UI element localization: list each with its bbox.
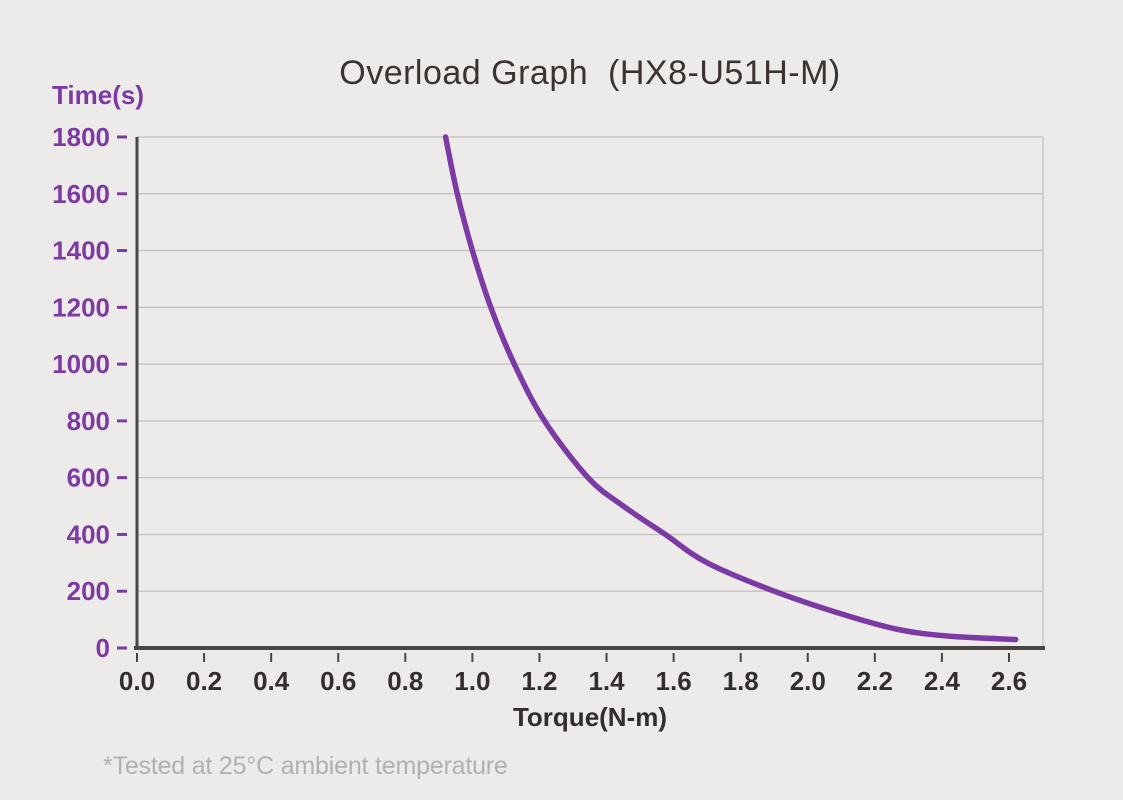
overload-curve [442,134,1019,643]
x-axis-title: Torque(N-m) [512,702,668,732]
y-tick-label: 1400 [52,236,110,266]
x-tick-label: 1.2 [521,666,557,696]
x-tick-label: 0.8 [387,666,423,696]
y-tick-label: 1800 [52,122,110,152]
x-tick-label: 0.2 [186,666,222,696]
y-tick-label: 0 [96,633,110,663]
x-tick-label: 0.4 [253,666,290,696]
x-tick-label: 1.6 [656,666,692,696]
chart-title: Overload Graph (HX8-U51H-M) [339,54,841,92]
y-tick-label: 800 [67,406,110,436]
x-tick-label: 0.0 [119,666,155,696]
y-tick-label: 1000 [52,349,110,379]
y-tick-label: 400 [67,519,110,549]
x-tick-label: 0.6 [320,666,356,696]
x-tick-label: 2.2 [857,666,893,696]
y-tick-label: 1200 [52,292,110,322]
x-tick-label: 1.4 [588,666,625,696]
x-tick-label: 1.0 [454,666,490,696]
x-tick-label: 2.6 [991,666,1027,696]
y-axis-title: Time(s) [52,80,144,110]
x-tick-label: 1.8 [723,666,759,696]
x-tick-label: 2.4 [924,666,961,696]
y-tick-label: 1600 [52,179,110,209]
chart-footnote: *Tested at 25°C ambient temperature [103,752,508,780]
y-tick-label: 600 [67,463,110,493]
x-tick-label: 2.0 [790,666,826,696]
y-tick-label: 200 [67,576,110,606]
